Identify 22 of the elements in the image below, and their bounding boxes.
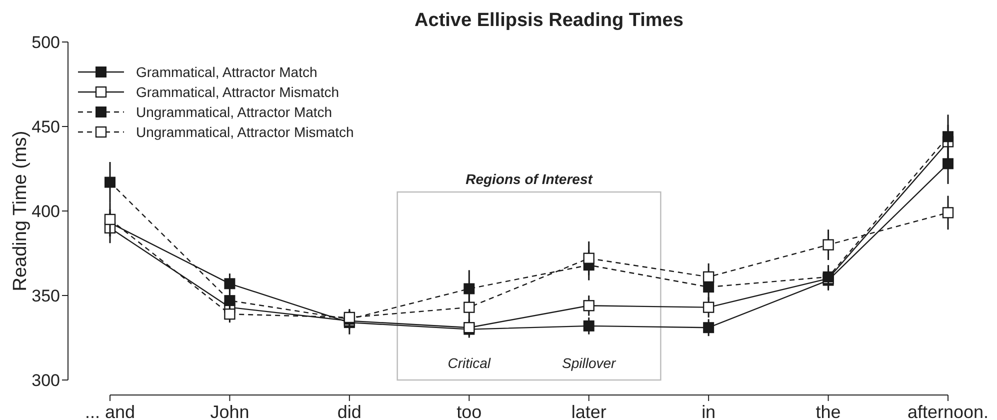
- annotation: Spillover: [562, 355, 618, 371]
- annotation: Regions of Interest: [466, 171, 594, 187]
- y-tick-label: 300: [32, 371, 60, 390]
- legend-label: Grammatical, Attractor Mismatch: [136, 84, 340, 100]
- x-tick-label: John: [210, 402, 250, 420]
- x-tick-label: the: [816, 402, 841, 420]
- x-tick-label: did: [337, 402, 362, 420]
- y-tick-label: 400: [32, 202, 60, 221]
- x-tick-label: ... and: [84, 402, 136, 420]
- legend-label: Grammatical, Attractor Match: [136, 64, 318, 80]
- legend-label: Ungrammatical, Attractor Mismatch: [136, 124, 354, 140]
- x-tick-label: afternoon.: [907, 402, 989, 420]
- x-tick-label: too: [456, 402, 482, 420]
- y-axis-title: Reading Time (ms): [10, 130, 31, 292]
- x-tick-label: later: [571, 402, 606, 420]
- x-tick-label: in: [702, 402, 716, 420]
- y-tick-label: 500: [32, 33, 60, 52]
- legend-label: Ungrammatical, Attractor Match: [136, 104, 332, 120]
- y-tick-label: 350: [32, 286, 60, 306]
- chart-title: Active Ellipsis Reading Times: [414, 10, 684, 31]
- annotation: Critical: [448, 355, 492, 371]
- y-tick-label: 450: [32, 118, 60, 136]
